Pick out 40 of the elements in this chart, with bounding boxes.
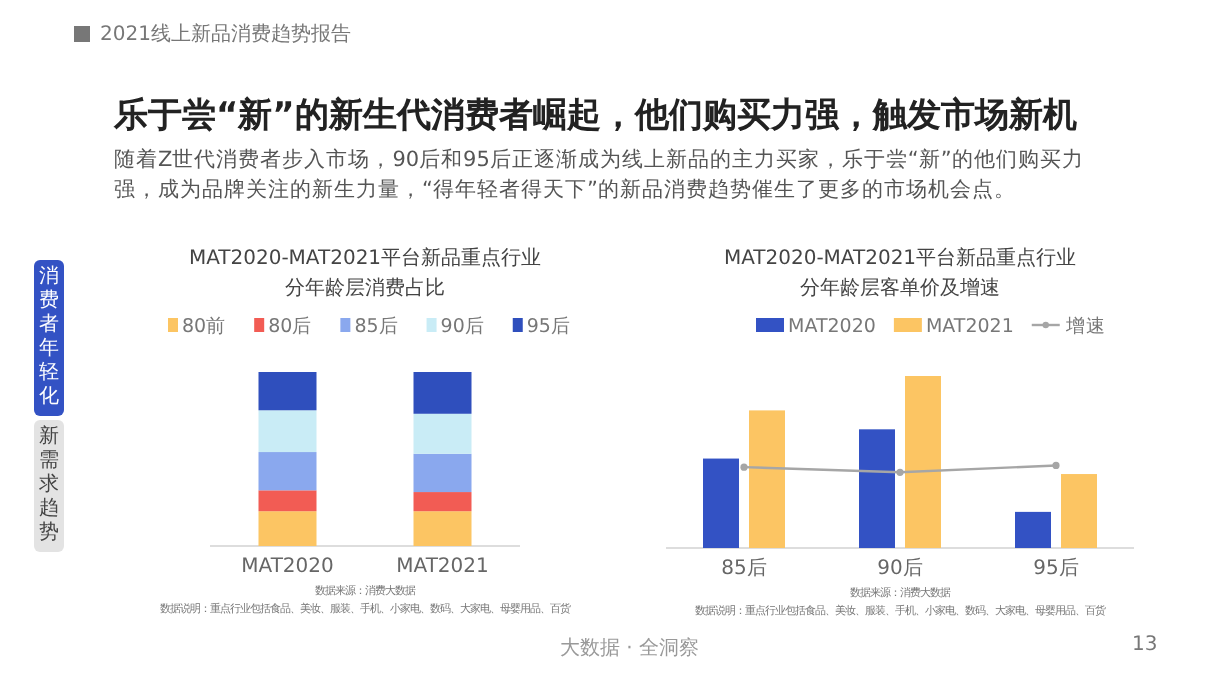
- bar: [258, 410, 317, 453]
- chart-title: MAT2020-MAT2021平台新品重点行业: [723, 246, 1077, 270]
- bar: [258, 372, 317, 411]
- text: 大数据 · 全洞察: [560, 635, 700, 662]
- text: 随着Z世代消费者步入市场，90后和95后正逐渐成为线上新品的主力买家，乐于尝“新”的他们购买力强，成为品牌关注的新生力量，“得年轻者得天下”的新品消费趋势催生了更多的市场机会点。: [114, 146, 1086, 206]
- text: 13: [1132, 634, 1158, 656]
- chart-subtitle: 分年龄层消费占比: [285, 276, 445, 300]
- bar: [413, 511, 472, 546]
- x-tick-label: 95后: [1033, 556, 1079, 580]
- bar: [258, 452, 317, 491]
- text: 消费者年轻化: [34, 260, 64, 416]
- legend-label: MAT2021: [925, 316, 1014, 338]
- legend-label: 90后: [440, 314, 485, 338]
- x-tick-label: 90后: [877, 556, 923, 580]
- bar: [413, 413, 472, 454]
- legend-label: MAT2020: [788, 316, 876, 338]
- legend-label: 80后: [268, 314, 313, 338]
- legend-label: 95后: [526, 314, 571, 338]
- bar: [258, 511, 317, 546]
- bar: [1015, 511, 1051, 548]
- bar: [1061, 474, 1097, 548]
- bar: [413, 492, 472, 512]
- bar: [905, 376, 941, 548]
- text: 新需求趋势: [34, 420, 64, 552]
- x-tick-label: 85后: [721, 556, 767, 580]
- chart-subtitle: 分年龄层客单价及增速: [800, 276, 1000, 300]
- text: 2021线上新品消费趋势报告: [100, 21, 351, 48]
- chart-title: MAT2020-MAT2021平台新品重点行业: [188, 246, 542, 270]
- bar: [703, 458, 739, 548]
- text: 乐于尝“新”的新生代消费者崛起，他们购买力强，触发市场新机: [114, 94, 1077, 138]
- legend-label: 80前: [182, 314, 227, 338]
- legend-label: 85后: [354, 314, 399, 338]
- bar: [859, 429, 895, 548]
- bar: [413, 372, 472, 414]
- legend-label: 增速: [1063, 314, 1106, 338]
- bar: [413, 453, 472, 493]
- x-tick-label: MAT2020: [241, 556, 334, 578]
- x-tick-label: MAT2021: [396, 556, 489, 578]
- bar: [258, 490, 317, 512]
- bar: [749, 410, 785, 548]
